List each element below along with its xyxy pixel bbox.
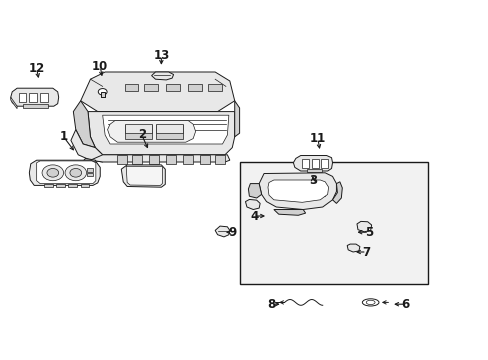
Bar [166,155,176,164]
Bar [188,84,202,91]
Text: 5: 5 [365,226,372,239]
Bar [87,173,93,176]
Bar [56,184,65,187]
Polygon shape [107,121,195,142]
Bar [132,155,142,164]
Polygon shape [346,244,359,252]
Text: 8: 8 [267,298,275,311]
Bar [166,84,180,91]
Ellipse shape [366,300,374,305]
Polygon shape [11,97,17,109]
Polygon shape [90,155,229,162]
Polygon shape [245,199,260,210]
Bar [117,155,127,164]
Polygon shape [151,72,173,80]
Polygon shape [215,226,229,237]
Bar [306,169,321,172]
Text: 12: 12 [28,62,45,75]
Bar [183,155,193,164]
Bar [87,168,93,172]
Bar [200,155,210,164]
Polygon shape [73,101,95,148]
Bar [144,84,158,91]
Bar [19,93,26,102]
Polygon shape [356,221,371,232]
Bar [81,184,89,187]
Bar [23,104,48,108]
Circle shape [70,168,81,177]
Bar [124,125,151,139]
Bar [40,93,48,102]
Bar [101,92,104,97]
Polygon shape [121,165,165,187]
Circle shape [65,165,86,181]
Bar [124,84,138,91]
Polygon shape [234,101,239,137]
Polygon shape [293,156,332,171]
Polygon shape [37,161,96,184]
Polygon shape [11,88,59,106]
Polygon shape [248,184,261,198]
Text: 7: 7 [362,246,370,258]
Bar [124,124,151,133]
Text: 2: 2 [138,129,145,141]
Polygon shape [126,166,162,185]
Text: 13: 13 [153,49,169,62]
Text: 11: 11 [309,132,325,145]
Bar [44,184,53,187]
Text: 6: 6 [401,298,409,311]
Polygon shape [29,160,100,185]
Bar [239,162,427,284]
Polygon shape [81,72,234,112]
Bar [156,124,183,133]
Bar [29,93,37,102]
Bar [215,155,224,164]
Text: 10: 10 [92,60,108,73]
Bar [156,125,183,139]
Bar [311,159,318,168]
Polygon shape [71,130,102,162]
Polygon shape [88,112,234,155]
Ellipse shape [362,299,378,306]
Circle shape [98,89,107,95]
Text: 4: 4 [250,210,258,222]
Polygon shape [267,180,328,202]
Bar [302,159,308,168]
Text: 3: 3 [308,174,316,186]
Bar [149,155,159,164]
Circle shape [42,165,63,181]
Text: 9: 9 [228,226,236,239]
Circle shape [47,168,59,177]
Polygon shape [332,182,342,203]
Bar [207,84,221,91]
Polygon shape [81,158,98,175]
Polygon shape [273,210,305,215]
Text: 1: 1 [60,130,67,143]
Polygon shape [259,173,336,210]
Bar [321,159,327,168]
Polygon shape [102,115,228,144]
Bar [68,184,77,187]
